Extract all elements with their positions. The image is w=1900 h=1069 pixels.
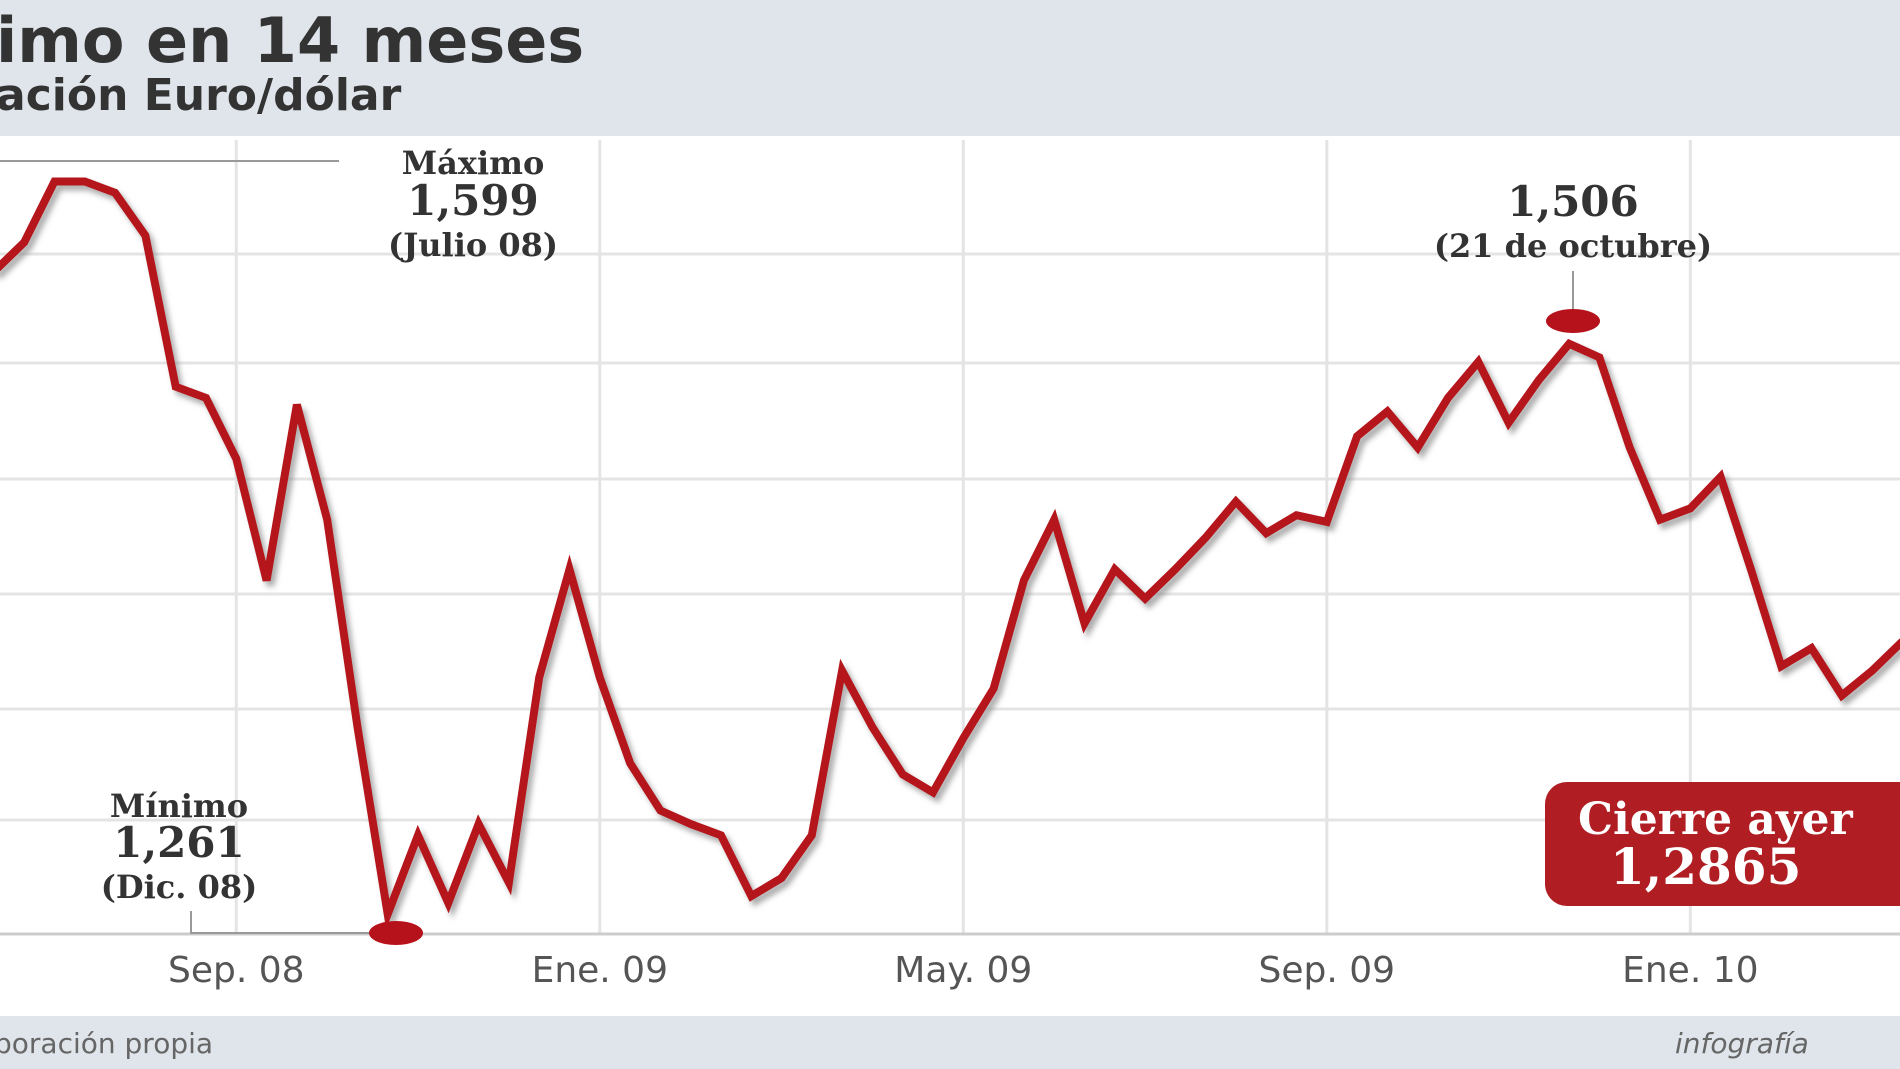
annotation: (Dic. 08) [101,868,257,906]
annotation: Máximo [402,144,545,182]
annotation: Cierre ayer [1578,794,1853,845]
price-line [0,177,1900,930]
annotation: (21 de octubre) [1434,227,1712,265]
header-band [0,0,1900,136]
marker [1546,309,1600,333]
annotation: Mínimo [110,787,248,825]
footer-band [0,1016,1900,1069]
annotation: 1,2865 [1610,837,1801,896]
leader-line [190,911,376,934]
marker [369,921,423,945]
close-box [1545,782,1900,906]
source: boración propia [0,1027,213,1060]
chart-title: imo en 14 meses [0,4,584,77]
chart-subtitle: ación Euro/dólar [0,70,402,121]
x-tick-label: Sep. 09 [1259,950,1396,991]
annotation: 1,261 [113,818,245,867]
x-tick-label: Sep. 08 [168,950,305,991]
x-tick-label: May. 09 [894,950,1032,991]
annotation: 1,506 [1507,177,1639,226]
annotation: 1,599 [407,176,539,225]
x-tick-label: Ene. 10 [1622,950,1758,991]
annotation: (Julio 08) [388,226,558,264]
credit: infografía [1675,1027,1809,1060]
x-tick-label: Ene. 09 [532,950,668,991]
